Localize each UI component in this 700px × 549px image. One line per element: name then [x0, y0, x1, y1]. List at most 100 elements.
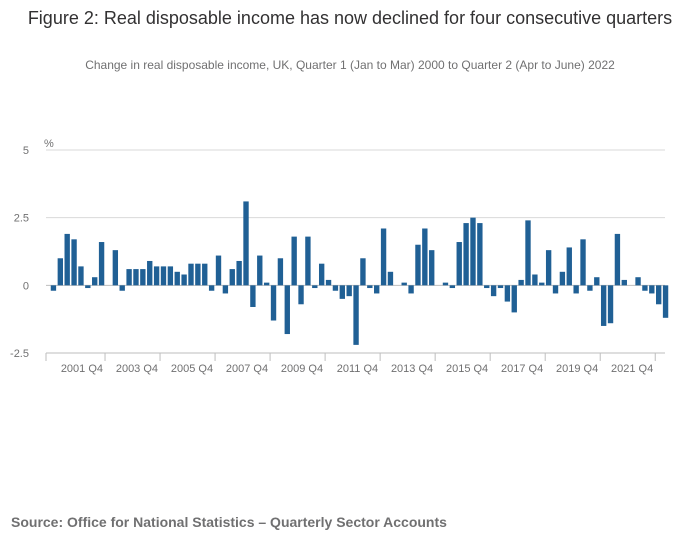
bar: [174, 271, 180, 286]
bar: [532, 274, 538, 286]
x-tick-label: 2003 Q4: [116, 363, 158, 375]
bar: [208, 285, 215, 291]
bar: [539, 282, 545, 286]
x-axis: 2001 Q4 2003 Q4 2005 Q4 2007 Q4 2009 Q4 2011 …: [45, 352, 665, 375]
y-axis: -2.5 0 2.5 5: [10, 145, 29, 360]
bar: [621, 279, 627, 286]
bar: [415, 244, 421, 286]
bar: [566, 247, 572, 286]
bar: [112, 250, 119, 286]
bar: [511, 285, 517, 313]
x-tick-label: 2007 Q4: [226, 363, 268, 375]
bar: [662, 285, 669, 318]
bar: [236, 260, 242, 286]
bar: [552, 285, 559, 294]
x-tick-label: 2021 Q4: [611, 363, 653, 375]
bar: [587, 285, 593, 291]
bar: [277, 258, 284, 286]
x-tick-label: 2001 Q4: [61, 363, 103, 375]
bar: [153, 266, 160, 286]
x-tick-label: 2009 Q4: [281, 363, 323, 375]
bar: [353, 285, 359, 345]
bar: [133, 269, 139, 286]
chart-title: Figure 2: Real disposable income has now…: [27, 8, 673, 28]
bar: [635, 277, 641, 286]
bar: [222, 285, 229, 294]
bar: [463, 223, 469, 286]
bar: [332, 285, 339, 291]
y-tick-label: -2.5: [10, 348, 29, 360]
bar: [387, 271, 394, 286]
bar: [257, 255, 263, 286]
bar: [312, 285, 318, 289]
bar: [573, 285, 579, 294]
bar: [57, 258, 63, 286]
bar: [442, 282, 449, 286]
bar: [195, 263, 201, 286]
bar: [188, 263, 194, 286]
bar: [243, 201, 249, 286]
bar: [64, 233, 70, 286]
bar: [490, 285, 497, 297]
x-tick-label: 2019 Q4: [556, 363, 598, 375]
bar: [642, 285, 648, 291]
bar: [291, 236, 297, 286]
bars: [50, 201, 669, 345]
bar: [408, 285, 414, 294]
y-tick-label: 0: [23, 280, 29, 292]
bar: [325, 279, 332, 286]
bar: [126, 269, 132, 286]
bar: [429, 250, 435, 286]
bar: [298, 285, 304, 305]
bar: [284, 285, 290, 335]
bar: [181, 274, 187, 286]
source-note: Source: Office for National Statistics –…: [11, 514, 447, 530]
bar: [147, 260, 153, 286]
x-tick-label: 2013 Q4: [391, 363, 433, 375]
bar: [607, 285, 614, 324]
bar: [360, 258, 366, 286]
bar: [98, 242, 105, 286]
x-tick-label: 2017 Q4: [501, 363, 543, 375]
x-tick-label: 2011 Q4: [337, 363, 378, 375]
y-axis-unit-label: %: [44, 138, 54, 150]
x-tick-label: 2005 Q4: [171, 363, 213, 375]
bar: [78, 266, 84, 286]
bar: [202, 263, 208, 286]
bar: [229, 269, 235, 286]
bar: [614, 233, 621, 286]
bar: [215, 255, 222, 286]
bar: [401, 282, 407, 286]
bar: [119, 285, 125, 291]
bar: [85, 285, 91, 289]
bar: [305, 236, 311, 286]
bar: [456, 242, 462, 286]
bar: [71, 239, 77, 286]
bar: [580, 239, 586, 286]
y-tick-label: 2.5: [14, 213, 29, 225]
bar: [518, 279, 524, 286]
bar: [346, 285, 352, 297]
bar: [140, 269, 146, 286]
chart-subtitle: Change in real disposable income, UK, Qu…: [85, 58, 615, 72]
y-tick-label: 5: [23, 145, 29, 157]
bar: [160, 266, 167, 286]
bar: [649, 285, 655, 294]
bar: [380, 228, 387, 286]
bar: [449, 285, 456, 289]
bar: [339, 285, 345, 299]
bar: [270, 285, 277, 321]
bar: [250, 285, 256, 307]
bar: [497, 285, 504, 289]
bar: [545, 250, 552, 286]
bar: [470, 217, 476, 286]
bar: [525, 220, 531, 286]
bar: [504, 285, 511, 302]
bar: [422, 228, 428, 286]
bar: [263, 282, 270, 286]
x-tick-label: 2015 Q4: [446, 363, 488, 375]
bar: [374, 285, 380, 294]
bar: [559, 271, 566, 286]
bar: [656, 285, 662, 305]
